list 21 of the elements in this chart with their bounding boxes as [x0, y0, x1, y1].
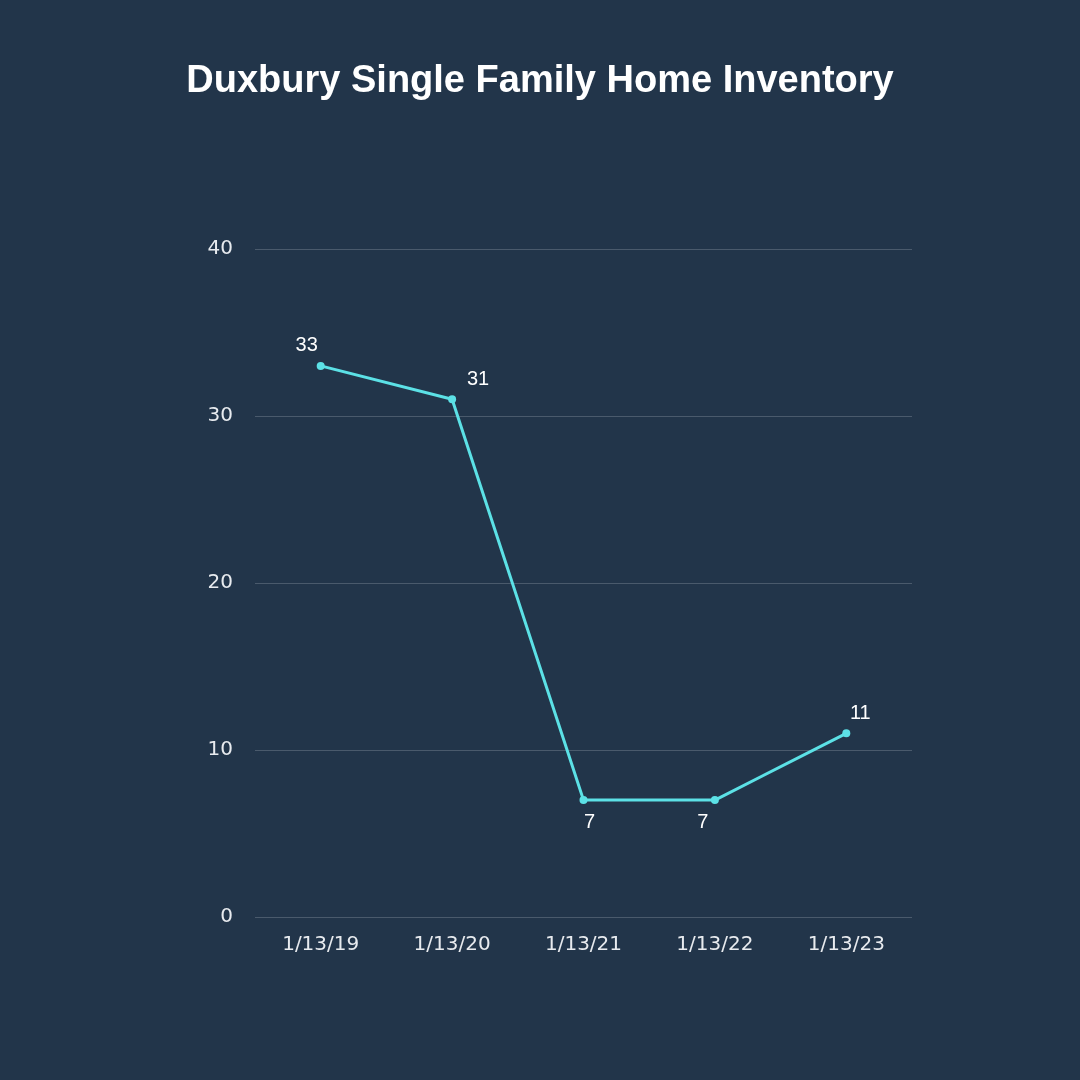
- data-label: 11: [849, 700, 871, 723]
- point: [710, 796, 719, 805]
- x-tick-label: 1/13/21: [544, 931, 623, 956]
- point: [579, 796, 588, 805]
- x-tick-label: 1/13/20: [413, 931, 491, 956]
- data-label: 7: [583, 809, 596, 832]
- y-tick-label: 10: [207, 736, 233, 761]
- y-tick-label: 30: [207, 402, 233, 427]
- point: [842, 729, 851, 738]
- data-label: 33: [295, 333, 318, 356]
- y-tick-label: 20: [207, 569, 233, 594]
- y-tick-label: 0: [220, 903, 233, 928]
- x-tick-label: 1/13/19: [282, 931, 360, 956]
- point: [316, 361, 325, 370]
- y-tick-label: 40: [207, 235, 233, 260]
- chart-title: Duxbury Single Family Home Inventory: [185, 58, 895, 101]
- data-label: 31: [466, 366, 490, 389]
- point: [448, 395, 457, 404]
- x-tick-label: 1/13/23: [807, 931, 885, 956]
- x-tick-label: 1/13/22: [676, 931, 754, 956]
- data-label: 7: [697, 809, 709, 832]
